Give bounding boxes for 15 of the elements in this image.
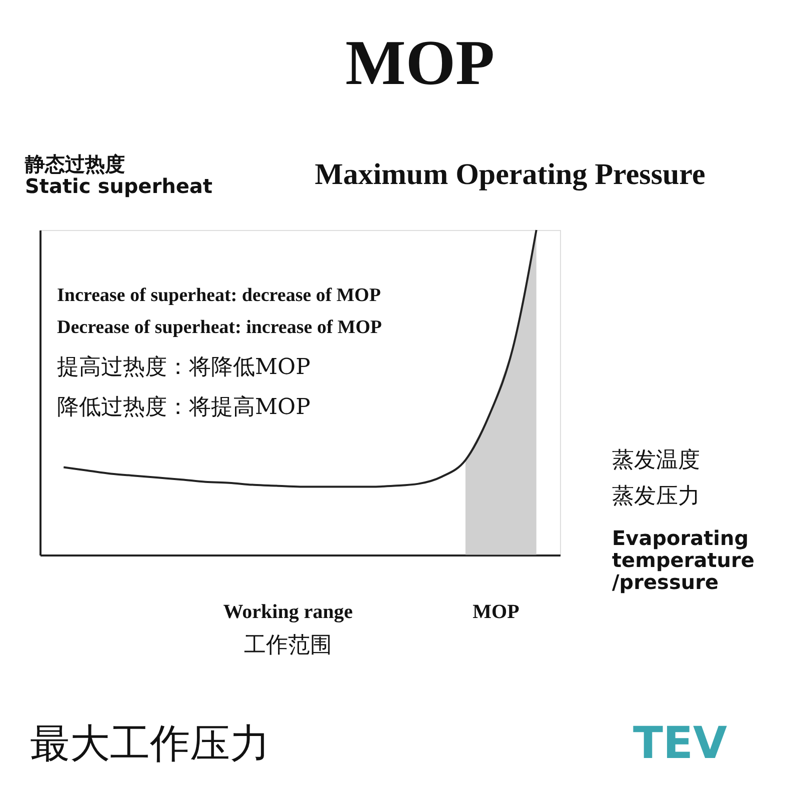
text: 蒸发温度: [612, 448, 700, 473]
y-axis-title: 静态过热度 Static superheat: [24, 152, 213, 198]
chart-title: MOP: [345, 27, 495, 98]
annotation: Increase of superheat: decrease of MOP: [57, 285, 382, 306]
annotation: 提高过热度：将降低MOP: [57, 355, 311, 380]
text: TEV: [632, 718, 728, 769]
text: 工作范围: [244, 633, 332, 658]
annotation: 降低过热度：将提高MOP: [57, 395, 311, 420]
x-axis-title: Evaporating temperature /pressure: [612, 526, 754, 594]
text: MOP: [472, 601, 520, 623]
annotation: Decrease of superheat: increase of MOP: [57, 317, 382, 338]
text: 最大工作压力: [30, 721, 270, 767]
text: 蒸发压力: [612, 484, 700, 509]
chart-subtitle: Maximum Operating Pressure: [314, 158, 706, 191]
text: Working range: [223, 601, 353, 623]
